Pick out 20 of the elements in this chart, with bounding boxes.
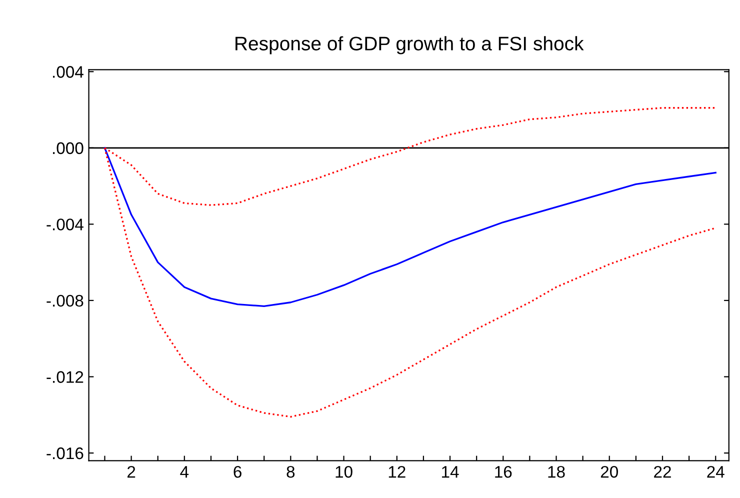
y-tick-label: -.012	[46, 371, 84, 383]
x-tick-label: 22	[654, 466, 671, 478]
x-tick-label: 20	[600, 466, 618, 478]
y-tick-label: -.004	[46, 218, 84, 230]
y-tick-label: -.016	[46, 447, 84, 460]
line-series	[104, 147, 716, 308]
x-tick-label: 10	[336, 466, 352, 478]
x-tick-label: 14	[442, 466, 459, 478]
y-tick-label: .004	[53, 66, 84, 78]
chart-title: Response of GDP growth to a FSI shock	[236, 36, 584, 54]
x-tick-label: 6	[234, 466, 242, 478]
y-tick-label: .000	[53, 142, 84, 154]
x-tick-label: 2	[128, 466, 136, 478]
x-tick-label: 16	[495, 466, 512, 478]
x-tick-label: 12	[388, 466, 406, 478]
x-tick-label: 8	[286, 466, 295, 478]
x-tick-label: 4	[180, 466, 189, 478]
x-tick-label: 18	[548, 466, 565, 478]
y-tick-label: -.008	[46, 294, 84, 307]
x-tick-label: 24	[707, 466, 724, 478]
